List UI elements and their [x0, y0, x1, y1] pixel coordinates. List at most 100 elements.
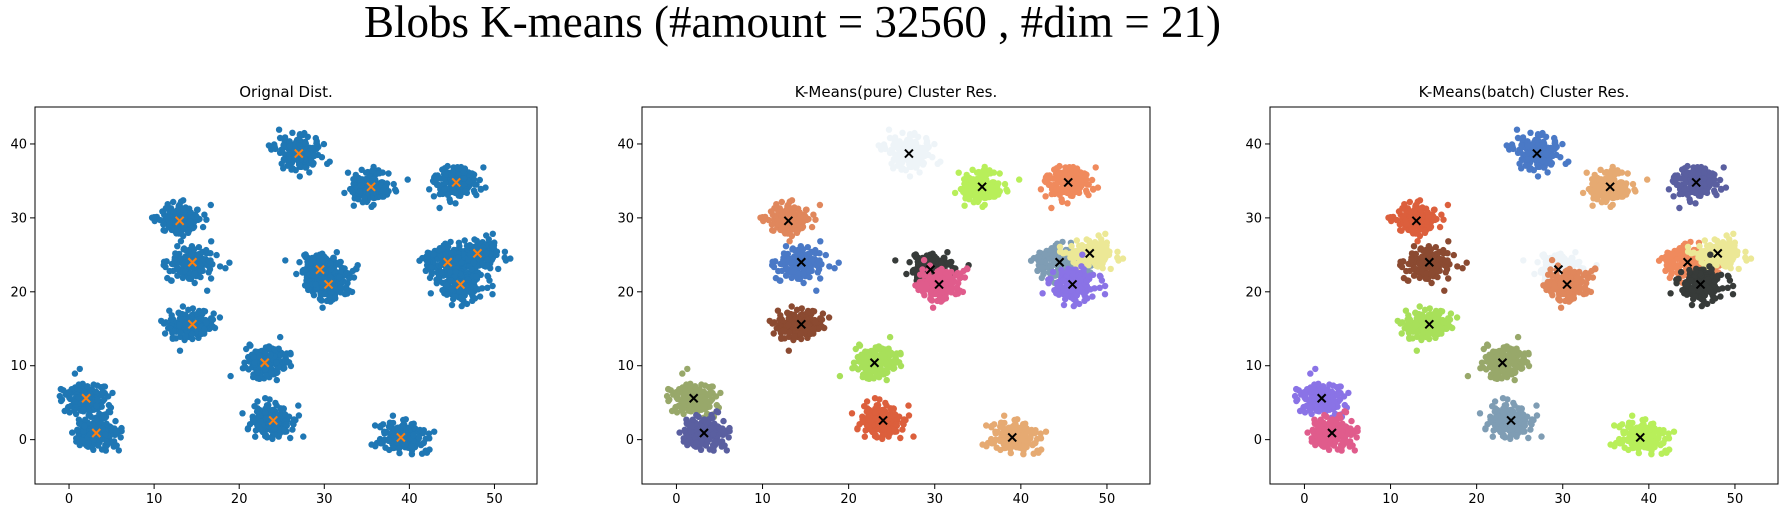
- data-point: [967, 176, 975, 183]
- data-point: [1060, 286, 1068, 293]
- data-point: [368, 203, 375, 210]
- data-point: [185, 275, 193, 282]
- data-point: [162, 205, 170, 212]
- cluster-center-marker: [260, 358, 270, 368]
- data-point: [420, 439, 427, 447]
- data-point: [1048, 182, 1056, 189]
- data-point: [890, 156, 898, 164]
- data-point: [1039, 290, 1046, 297]
- data-point: [341, 290, 349, 298]
- data-point: [295, 402, 302, 409]
- data-point: [451, 293, 459, 300]
- data-point: [157, 216, 164, 224]
- data-point: [960, 188, 967, 195]
- data-point: [1088, 176, 1096, 184]
- data-point: [471, 295, 479, 302]
- data-point: [1090, 186, 1097, 193]
- data-point: [176, 347, 184, 354]
- cluster-points: [769, 238, 842, 294]
- data-point: [287, 351, 294, 358]
- data-point: [458, 302, 465, 310]
- data-point: [1041, 251, 1049, 258]
- data-point: [934, 160, 941, 167]
- data-point: [75, 416, 83, 423]
- data-point: [341, 189, 348, 197]
- data-point: [252, 433, 259, 440]
- data-point: [955, 169, 962, 176]
- data-point: [185, 229, 192, 236]
- data-point: [401, 441, 409, 448]
- y-tick-label: 0: [19, 433, 27, 448]
- data-point: [777, 277, 784, 284]
- data-point: [465, 178, 473, 185]
- data-point: [1049, 268, 1057, 276]
- data-point: [426, 186, 433, 193]
- data-point: [176, 321, 183, 329]
- data-point: [461, 175, 468, 182]
- data-point: [476, 293, 484, 300]
- data-point: [797, 330, 805, 338]
- data-point: [894, 359, 901, 366]
- data-point: [466, 251, 474, 258]
- data-point: [79, 437, 87, 444]
- data-point: [816, 201, 824, 209]
- data-point: [808, 223, 816, 231]
- data-point: [304, 150, 311, 157]
- data-point: [408, 442, 415, 450]
- data-point: [166, 267, 173, 275]
- data-point: [350, 202, 357, 209]
- data-point: [433, 276, 440, 283]
- y-tick-label: 40: [10, 137, 27, 152]
- data-point: [284, 359, 291, 366]
- data-point: [941, 254, 948, 262]
- data-point: [679, 370, 686, 377]
- data-point: [702, 382, 709, 389]
- data-point: [101, 414, 108, 422]
- data-point: [808, 255, 815, 263]
- cluster-center-marker: [366, 182, 376, 192]
- data-point: [99, 425, 106, 433]
- data-point: [426, 435, 433, 442]
- data-point: [1085, 237, 1093, 244]
- cluster-center-marker: [315, 264, 325, 275]
- data-point: [271, 346, 278, 353]
- data-point: [201, 211, 208, 218]
- data-point: [425, 430, 433, 437]
- data-point: [938, 260, 945, 268]
- data-point: [103, 438, 110, 445]
- data-point: [973, 169, 981, 176]
- data-point: [112, 417, 119, 425]
- data-point: [901, 144, 908, 151]
- data-point: [102, 431, 109, 438]
- data-point: [170, 208, 177, 215]
- data-point: [318, 297, 325, 304]
- cluster-points: [148, 197, 214, 245]
- data-point: [1056, 191, 1063, 199]
- data-point: [906, 136, 913, 143]
- data-point: [399, 422, 406, 429]
- data-point: [788, 206, 795, 213]
- data-point: [296, 136, 303, 143]
- data-point: [477, 186, 485, 193]
- data-point: [175, 309, 182, 316]
- data-point: [300, 433, 307, 440]
- data-point: [174, 243, 181, 250]
- cluster-points: [875, 126, 944, 180]
- data-point: [884, 369, 891, 376]
- data-point: [115, 447, 123, 454]
- data-point: [489, 243, 496, 250]
- data-point: [171, 257, 178, 264]
- data-point: [289, 426, 296, 433]
- data-point: [438, 261, 445, 269]
- data-point: [866, 352, 873, 360]
- data-point: [436, 204, 443, 212]
- data-point: [402, 416, 409, 423]
- data-point: [1003, 186, 1010, 193]
- data-point: [793, 306, 801, 313]
- data-point: [1045, 276, 1052, 283]
- data-point: [906, 259, 913, 266]
- data-point: [961, 274, 969, 281]
- data-point: [896, 142, 904, 150]
- data-point: [355, 196, 362, 203]
- data-point: [919, 266, 926, 273]
